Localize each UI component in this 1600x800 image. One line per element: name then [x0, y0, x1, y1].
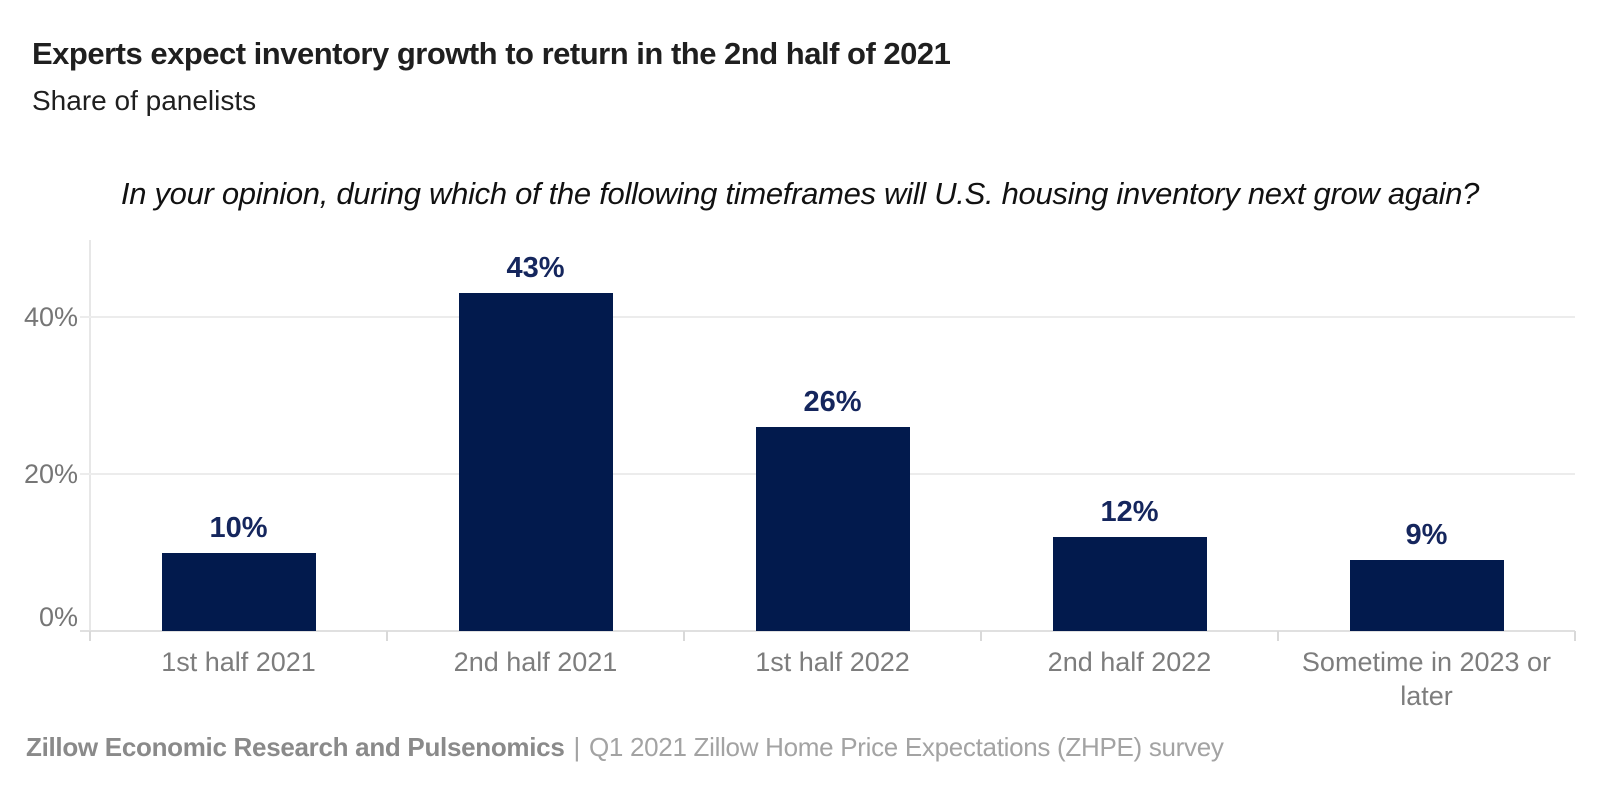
footer-separator: | [573, 732, 581, 762]
bar-value-label: 26% [803, 385, 862, 418]
x-axis-category-label: 2nd half 2022 [1047, 647, 1212, 677]
x-axis-tick [1277, 631, 1279, 641]
x-axis-tick [89, 631, 91, 641]
y-axis-tick-label: 0% [38, 602, 78, 632]
chart-bar [458, 293, 613, 631]
chart-bar [1349, 560, 1504, 631]
chart-bar [1052, 536, 1207, 631]
y-axis-tick-label: 20% [23, 459, 78, 489]
x-axis-line [80, 630, 1575, 632]
bar-value-label: 9% [1405, 519, 1448, 552]
chart-title: Experts expect inventory growth to retur… [32, 36, 951, 71]
x-axis-category-label: 2nd half 2021 [453, 647, 618, 677]
x-axis-tick [1574, 631, 1576, 641]
y-axis-tick-label: 40% [23, 302, 78, 332]
chart-bar [755, 426, 910, 631]
x-axis-tick [683, 631, 685, 641]
source-detail: Q1 2021 Zillow Home Price Expectations (… [588, 732, 1224, 762]
x-axis-tick [386, 631, 388, 641]
source-name: Zillow Economic Research and Pulsenomics [26, 732, 565, 762]
x-axis-tick [980, 631, 982, 641]
bar-value-label: 43% [506, 252, 565, 285]
x-axis-category-label: 1st half 2021 [161, 647, 316, 677]
x-axis-category-label: Sometime in 2023 or later [1301, 647, 1552, 711]
x-axis-category-label: 1st half 2022 [755, 647, 910, 677]
chart-subtitle: Share of panelists [32, 85, 257, 116]
bar-value-label: 12% [1100, 495, 1159, 528]
source-footer: Zillow Economic Research and Pulsenomics… [26, 730, 1224, 764]
chart-bar [161, 552, 316, 631]
gridline-40% [80, 316, 1575, 318]
y-axis-line [89, 240, 91, 631]
bar-value-label: 10% [209, 511, 268, 544]
survey-question: In your opinion, during which of the fol… [120, 176, 1480, 211]
